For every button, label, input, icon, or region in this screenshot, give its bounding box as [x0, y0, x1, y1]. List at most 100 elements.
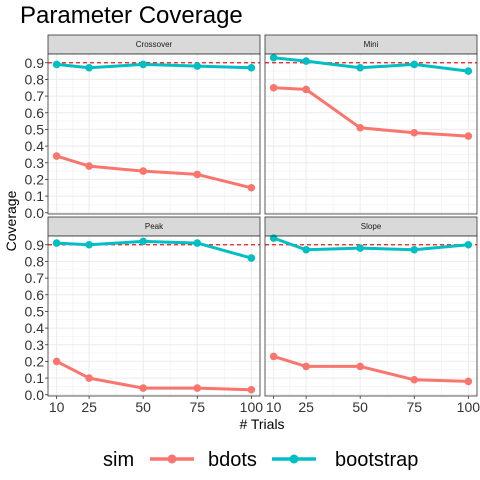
data-point-bdots [464, 132, 473, 140]
panel-border [264, 53, 478, 215]
gridlines [265, 54, 477, 214]
data-point-bdots [356, 123, 364, 132]
data-point-bootstrap [52, 60, 61, 69]
data-point-bdots [247, 385, 256, 394]
y-tick-label: 0.6 [25, 105, 45, 121]
y-tick-label: 0.3 [25, 337, 45, 353]
y-axis-title: Coverage [3, 190, 19, 251]
y-tick-label: 0.8 [25, 71, 45, 87]
y-tick-label: 0.4 [25, 320, 45, 336]
panel-border [47, 53, 261, 215]
facet-crossover: Crossover 0.00.10.20.30.40.50.60.70.80.9 [25, 34, 261, 221]
data-point-bdots [302, 362, 310, 371]
data-point-bootstrap [356, 63, 364, 72]
data-point-bdots [356, 362, 364, 371]
facet-strip-label: Slope [361, 222, 382, 231]
facet-strip-label: Crossover [136, 40, 173, 49]
data-point-bdots [464, 377, 473, 386]
data-point-bootstrap [247, 63, 256, 72]
data-point-bdots [410, 375, 419, 384]
data-point-bdots [52, 152, 61, 160]
y-tick-label: 0.0 [25, 205, 45, 221]
data-point-bootstrap [410, 60, 419, 69]
legend: sim bdots bootstrap [103, 449, 418, 471]
data-point-bootstrap [193, 62, 202, 70]
data-point-bdots [302, 85, 310, 94]
legend-item-bdots: bdots [150, 449, 257, 471]
y-tick-label: 0.3 [25, 155, 45, 171]
x-tick-label: 25 [298, 399, 314, 415]
x-tick-label: 75 [406, 399, 422, 415]
legend-label: bootstrap [335, 449, 418, 471]
y-tick-label: 0.7 [25, 88, 45, 104]
data-point-bootstrap [247, 254, 256, 262]
legend-title: sim [103, 449, 134, 471]
data-point-bdots [247, 183, 256, 192]
series-bdots [269, 83, 473, 140]
y-tick-label: 0.1 [25, 370, 45, 386]
panel-background [265, 236, 477, 396]
data-point-bdots [139, 384, 147, 392]
y-tick-label: 0.9 [25, 237, 45, 253]
x-axis-ticks: 10 25 50 75 100 [266, 396, 480, 415]
y-axis-ticks: 0.00.10.20.30.40.50.60.70.80.9 [25, 237, 48, 403]
panel-background [48, 54, 260, 214]
x-tick-label: 10 [266, 399, 282, 415]
series-bootstrap [269, 53, 473, 75]
series-bdots [52, 152, 256, 192]
data-point-bootstrap [85, 63, 93, 72]
legend-key-point [167, 454, 177, 464]
y-tick-label: 0.4 [25, 138, 45, 154]
legend-item-bootstrap: bootstrap [272, 449, 418, 471]
facet-strip-label: Mini [364, 40, 379, 49]
data-point-bdots [269, 352, 278, 361]
chart-title: Parameter Coverage [20, 2, 243, 29]
series-bdots [269, 352, 473, 386]
y-tick-label: 0.2 [25, 353, 45, 369]
facet-mini: Mini [264, 34, 478, 215]
x-tick-label: 25 [81, 399, 97, 415]
panel-background [48, 236, 260, 396]
y-tick-label: 0.5 [25, 121, 45, 137]
x-axis-title: # Trials [239, 416, 284, 432]
x-tick-label: 100 [240, 399, 264, 415]
y-tick-label: 0.9 [25, 55, 45, 71]
x-tick-label: 10 [49, 399, 65, 415]
facet-slope: Slope 10 25 50 75 100 [264, 216, 480, 415]
x-tick-label: 100 [457, 399, 480, 415]
series-bootstrap [52, 60, 256, 72]
data-point-bootstrap [356, 244, 364, 252]
data-point-bootstrap [52, 239, 61, 247]
y-tick-label: 0.5 [25, 303, 45, 319]
data-point-bootstrap [139, 60, 147, 69]
x-tick-label: 75 [189, 399, 205, 415]
data-point-bdots [52, 357, 61, 366]
y-tick-label: 0.7 [25, 270, 45, 286]
data-point-bootstrap [302, 245, 310, 254]
facet-peak: Peak 0.00.10.20.30.40.50.60.70.80.910 25 50… [25, 216, 263, 415]
data-point-bootstrap [193, 239, 202, 247]
series-bdots [52, 357, 256, 394]
data-point-bootstrap [139, 237, 147, 246]
data-point-bdots [85, 162, 93, 170]
x-tick-label: 50 [135, 399, 151, 415]
legend-key-point [289, 454, 299, 464]
y-tick-label: 0.8 [25, 253, 45, 269]
data-point-bdots [85, 374, 93, 382]
data-point-bdots [410, 128, 419, 137]
data-point-bdots [193, 170, 202, 179]
data-point-bdots [139, 167, 147, 175]
data-point-bootstrap [302, 57, 310, 65]
facet-strip-label: Peak [145, 222, 164, 231]
x-axis-ticks: 10 25 50 75 100 [49, 396, 263, 415]
y-tick-label: 0.0 [25, 387, 45, 403]
facet-panels: Crossover0.00.10.20.30.40.50.60.70.80.9M… [25, 34, 480, 415]
data-point-bootstrap [464, 67, 473, 75]
data-point-bootstrap [269, 234, 278, 242]
data-point-bootstrap [464, 240, 473, 249]
y-axis-ticks: 0.00.10.20.30.40.50.60.70.80.9 [25, 55, 48, 221]
panel-border [264, 235, 478, 397]
gridlines [48, 54, 260, 214]
panel-border [47, 235, 261, 397]
